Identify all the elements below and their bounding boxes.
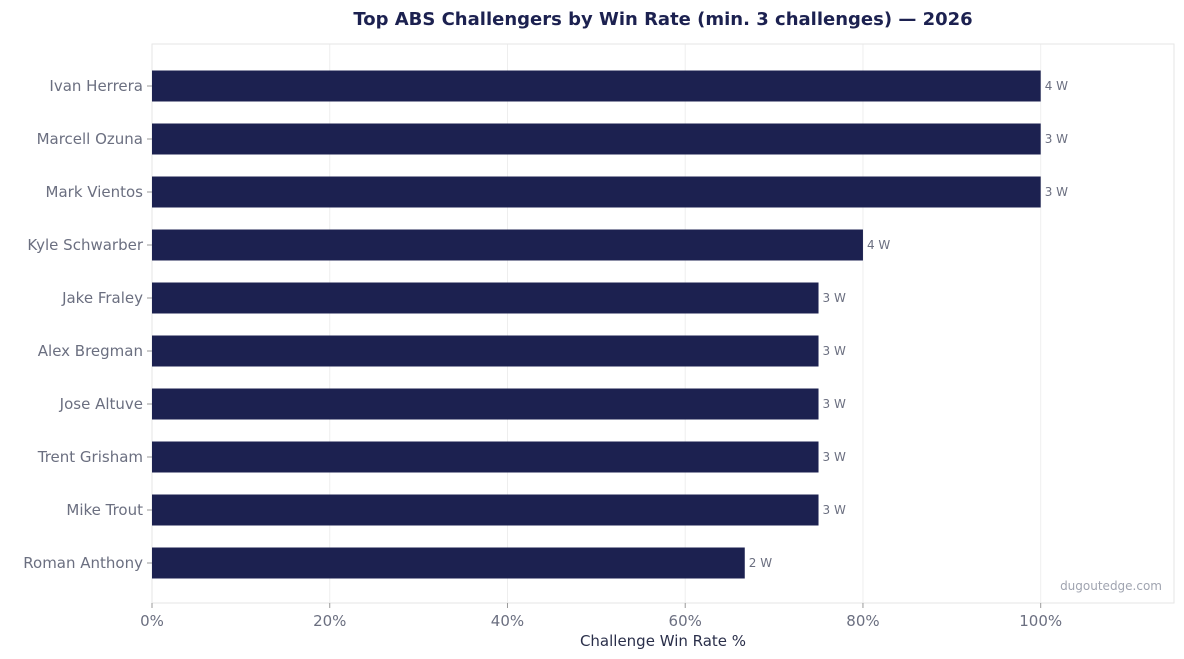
data-label: 3 W <box>1045 132 1068 146</box>
bar <box>152 335 819 367</box>
y-axis-label: Mike Trout <box>66 501 143 519</box>
bar <box>152 494 819 526</box>
y-axis-label: Alex Bregman <box>38 342 143 360</box>
data-label: 4 W <box>867 238 890 252</box>
data-label: 3 W <box>823 503 846 517</box>
data-label: 3 W <box>823 450 846 464</box>
y-axis-label: Jose Altuve <box>59 395 143 413</box>
x-tick-label: 100% <box>1019 612 1062 630</box>
y-axis-label: Roman Anthony <box>23 554 143 572</box>
x-tick-label: 0% <box>140 612 164 630</box>
y-axis-label: Kyle Schwarber <box>27 236 143 254</box>
y-axis-label: Trent Grisham <box>37 448 143 466</box>
plot-area-frame <box>151 43 1175 604</box>
x-axis-title: Challenge Win Rate % <box>580 632 746 650</box>
bar <box>152 176 1041 208</box>
watermark: dugoutedge.com <box>1060 579 1162 593</box>
y-axis-label: Jake Fraley <box>61 289 143 307</box>
y-axis-label: Marcell Ozuna <box>37 130 143 148</box>
bar <box>152 123 1041 155</box>
x-axis-ticks: 0% 20% 40% 60% 80% 100% <box>140 603 1062 630</box>
x-tick-label: 80% <box>846 612 879 630</box>
bar <box>152 70 1041 102</box>
bar <box>152 441 819 473</box>
data-label: 2 W <box>749 556 772 570</box>
bar <box>152 547 745 579</box>
data-label: 3 W <box>823 344 846 358</box>
y-axis-labels: Ivan Herrera Marcell Ozuna Mark Vientos Kyl… <box>23 77 152 572</box>
x-tick-label: 60% <box>669 612 702 630</box>
bar <box>152 388 819 420</box>
bars <box>152 70 1041 579</box>
y-axis-label: Mark Vientos <box>46 183 144 201</box>
data-labels: 4 W 3 W 3 W 4 W 3 W 3 W 3 W 3 W 3 W 2 W <box>749 79 1068 570</box>
data-label: 3 W <box>1045 185 1068 199</box>
bar <box>152 282 819 314</box>
data-label: 3 W <box>823 291 846 305</box>
data-label: 3 W <box>823 397 846 411</box>
x-tick-label: 40% <box>491 612 524 630</box>
data-label: 4 W <box>1045 79 1068 93</box>
y-axis-label: Ivan Herrera <box>49 77 143 95</box>
bar <box>152 229 863 261</box>
chart-title: Top ABS Challengers by Win Rate (min. 3 … <box>353 9 972 30</box>
x-tick-label: 20% <box>313 612 346 630</box>
